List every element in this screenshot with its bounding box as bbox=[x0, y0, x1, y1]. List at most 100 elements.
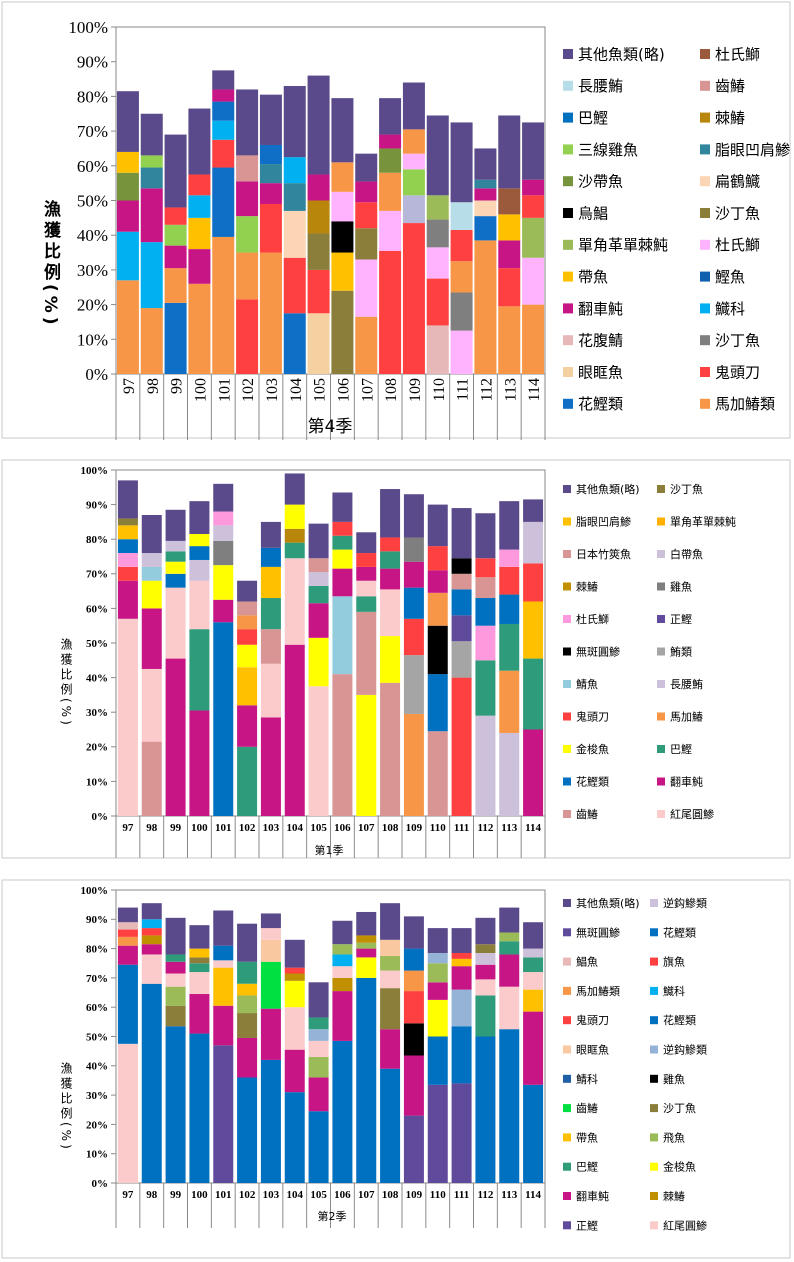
bar-segment bbox=[451, 989, 472, 1027]
bar-segment bbox=[189, 957, 210, 964]
legend-swatch bbox=[650, 1133, 658, 1142]
bar-segment bbox=[237, 601, 258, 616]
bar-segment bbox=[332, 944, 353, 955]
legend-label: 金梭魚 bbox=[576, 742, 609, 756]
legend-swatch bbox=[650, 928, 658, 937]
bar-segment bbox=[213, 1005, 234, 1046]
bar-segment bbox=[237, 983, 258, 996]
bar-segment bbox=[213, 967, 234, 1006]
legend-swatch bbox=[563, 986, 571, 995]
legend-label: 帶魚 bbox=[578, 268, 608, 286]
bar-segment bbox=[450, 330, 473, 374]
bar-segment bbox=[308, 585, 329, 604]
x-tick-label: 109 bbox=[407, 378, 424, 402]
x-axis-title: 第4季 bbox=[308, 417, 353, 437]
legend-swatch bbox=[563, 1162, 571, 1171]
bar-segment bbox=[236, 252, 259, 300]
bar-segment bbox=[260, 521, 281, 548]
x-tick-label: 108 bbox=[382, 822, 399, 834]
bar-segment bbox=[356, 948, 377, 958]
x-tick-label: 97 bbox=[121, 378, 138, 394]
bar-segment bbox=[426, 247, 449, 279]
y-axis: 0% 10% 20% 30% 40% 50% 60% 70% 80% 90% 100% bbox=[81, 465, 116, 823]
bar-segment bbox=[379, 210, 402, 251]
bar-segment bbox=[451, 677, 472, 816]
bar-segment bbox=[140, 242, 163, 309]
legend-swatch bbox=[563, 777, 571, 786]
legend-swatch bbox=[563, 335, 573, 346]
bar-segment bbox=[380, 537, 401, 552]
bar-segment bbox=[427, 952, 448, 964]
bar-segment bbox=[117, 580, 138, 619]
legend-label: 馬加鰆 bbox=[670, 710, 703, 723]
bar-segment bbox=[474, 179, 497, 189]
bar-segment bbox=[212, 89, 235, 102]
bar-segment bbox=[332, 596, 353, 675]
bar-segment bbox=[141, 954, 162, 984]
bar-segment bbox=[237, 961, 258, 984]
legend-label: 無斑圓鯵 bbox=[576, 925, 620, 939]
bar-segment bbox=[237, 1013, 258, 1038]
y-tick-label: 20% bbox=[86, 742, 108, 754]
bar-segment bbox=[475, 558, 496, 578]
bar-segment bbox=[164, 207, 187, 225]
x-tick-label: 99 bbox=[170, 822, 182, 834]
legend-swatch bbox=[563, 1104, 571, 1113]
y-axis-label: 漁獲比例(%) bbox=[40, 199, 61, 329]
bar-segment bbox=[450, 202, 473, 230]
bar-segment bbox=[117, 964, 138, 1044]
y-tick-label: 100% bbox=[81, 885, 109, 897]
x-tick-label: 110 bbox=[430, 1189, 446, 1201]
bar-segment bbox=[403, 948, 424, 971]
bar-segment bbox=[475, 964, 496, 980]
bar-segment bbox=[355, 181, 378, 203]
bar-segment bbox=[117, 539, 138, 554]
legend-swatch bbox=[563, 144, 573, 155]
bar-segment bbox=[427, 546, 448, 571]
x-tick-label: 102 bbox=[239, 822, 256, 834]
bar-segment bbox=[188, 195, 211, 218]
bar-segment bbox=[117, 525, 138, 540]
bar-segment bbox=[260, 629, 281, 664]
bar-segment bbox=[522, 122, 545, 180]
bar-segment bbox=[237, 1037, 258, 1078]
bar-segment bbox=[451, 952, 472, 959]
bar-segment bbox=[117, 1043, 138, 1183]
bar-segment bbox=[426, 325, 449, 374]
bar-segment bbox=[355, 316, 378, 374]
bar-segment bbox=[402, 153, 425, 170]
bar-segment bbox=[475, 660, 496, 716]
legend-label: 逆鈎鰺類 bbox=[663, 1042, 707, 1056]
bar-segment bbox=[141, 566, 162, 581]
bar-segment bbox=[165, 587, 186, 659]
x-tick-label: 114 bbox=[525, 822, 541, 834]
bar-segment bbox=[237, 615, 258, 630]
bar-segment bbox=[355, 228, 378, 260]
bar-segment bbox=[332, 920, 353, 945]
bar-segment bbox=[403, 655, 424, 714]
bar-segment bbox=[427, 625, 448, 675]
bar-segment bbox=[308, 1111, 329, 1183]
legend-label: 正鰹 bbox=[670, 612, 692, 626]
bar-segment bbox=[356, 935, 377, 943]
bar-segment bbox=[189, 534, 210, 547]
bar-segment bbox=[141, 580, 162, 609]
bar-segment bbox=[188, 108, 211, 175]
bar-segment bbox=[403, 1055, 424, 1116]
y-tick-label: 0% bbox=[92, 1178, 109, 1190]
bar-segment bbox=[307, 269, 330, 314]
bar-segment bbox=[165, 986, 186, 1006]
bar-segment bbox=[523, 563, 544, 602]
bar-segment bbox=[237, 746, 258, 816]
bar-segment bbox=[451, 573, 472, 590]
bar-segment bbox=[141, 608, 162, 669]
bar-segment bbox=[427, 504, 448, 547]
x-tick-label: 106 bbox=[334, 1189, 351, 1201]
x-tick-label: 102 bbox=[240, 378, 257, 402]
bar-segment bbox=[308, 1057, 329, 1078]
bar-segment bbox=[308, 1077, 329, 1112]
bar-segment bbox=[403, 970, 424, 992]
bar-segment bbox=[284, 504, 305, 529]
bar-segment bbox=[380, 489, 401, 538]
